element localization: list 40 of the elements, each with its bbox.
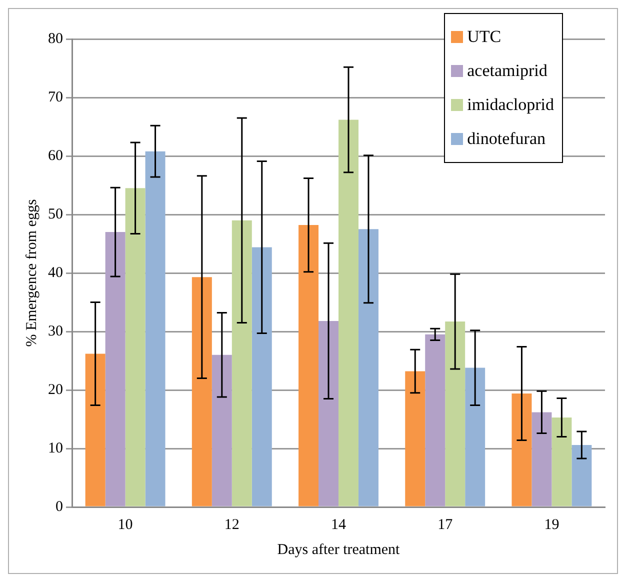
legend-label: imidacloprid [467,95,554,115]
x-tick-label: 10 [118,516,133,533]
y-tick-label: 40 [48,264,63,281]
y-tick-label: 60 [48,148,63,164]
bar [212,354,232,506]
y-tick-label: 20 [48,382,63,398]
bar [532,412,552,506]
y-tick-label: 50 [48,206,63,222]
y-tick-label: 0 [56,498,63,515]
bar [425,334,446,506]
bar [512,394,532,506]
bar [358,229,378,506]
x-axis-title: Days after treatment [277,542,401,558]
bar [572,444,592,506]
y-tick-label: 70 [48,89,63,106]
bar [252,247,272,506]
bar [192,277,212,506]
bar [125,188,146,506]
x-tick-label: 12 [224,516,240,533]
y-tick-label: 30 [48,323,63,340]
bar [465,368,486,506]
x-tick-label: 14 [331,516,346,533]
legend-label: acetamiprid [467,61,548,81]
bar [145,151,166,506]
bar [105,232,126,506]
legend-label: dinotefuran [467,129,546,149]
legend-label: UTC [467,27,502,47]
bar [552,417,572,506]
bar [85,354,106,506]
bar [298,225,319,506]
bar [318,320,338,506]
bar [232,220,252,506]
y-tick-label: 80 [48,30,63,47]
y-tick-label: 10 [48,440,63,456]
bar [338,120,358,506]
x-tick-label: 17 [438,516,454,533]
x-tick-label: 19 [544,516,560,533]
bar [405,371,426,506]
y-axis-title: % Emergence from eggs [24,199,40,347]
bar [445,322,466,506]
